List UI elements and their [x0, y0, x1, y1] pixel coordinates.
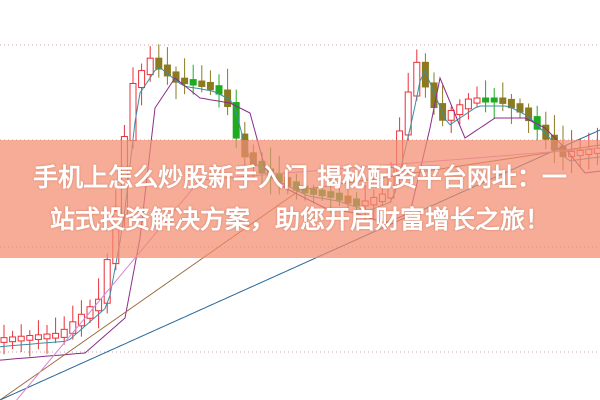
candle-body [181, 77, 189, 85]
candle-body [189, 79, 197, 86]
candle-body [138, 70, 146, 88]
candle-body [77, 313, 85, 327]
title-line-1: 手机上怎么炒股新手入门 揭秘配资平台网址：一 [33, 163, 567, 192]
candle-body [198, 80, 206, 87]
candle-body [146, 57, 154, 76]
candle-body [129, 83, 137, 142]
candle-body [69, 321, 77, 334]
candle-body [17, 335, 25, 342]
candle-body [421, 61, 429, 88]
candle-body [473, 97, 481, 104]
candle-body [232, 102, 240, 139]
candle-body [163, 64, 171, 77]
candle-body [456, 104, 464, 116]
candle-body [26, 335, 34, 341]
candle-body [525, 107, 533, 122]
candle-body [52, 332, 60, 339]
candle-body [499, 97, 507, 104]
candle-body [34, 334, 42, 341]
candle-body [0, 337, 8, 343]
candle-body [482, 97, 490, 103]
candle-body [60, 328, 68, 338]
candle-body [172, 71, 180, 83]
candle-body [447, 110, 455, 121]
title-banner: 手机上怎么炒股新手入门 揭秘配资平台网址：一 站式投资解决方案，助您开启财富增长… [0, 140, 600, 258]
candle-body [464, 98, 472, 110]
candle-body [413, 61, 421, 97]
candle-body [155, 57, 163, 70]
candle-body [206, 81, 214, 91]
candle-body [43, 333, 51, 340]
candle-body [490, 97, 498, 103]
title-line-2: 站式投资解决方案，助您开启财富增长之旅！ [49, 205, 550, 234]
candle-body [9, 336, 17, 343]
